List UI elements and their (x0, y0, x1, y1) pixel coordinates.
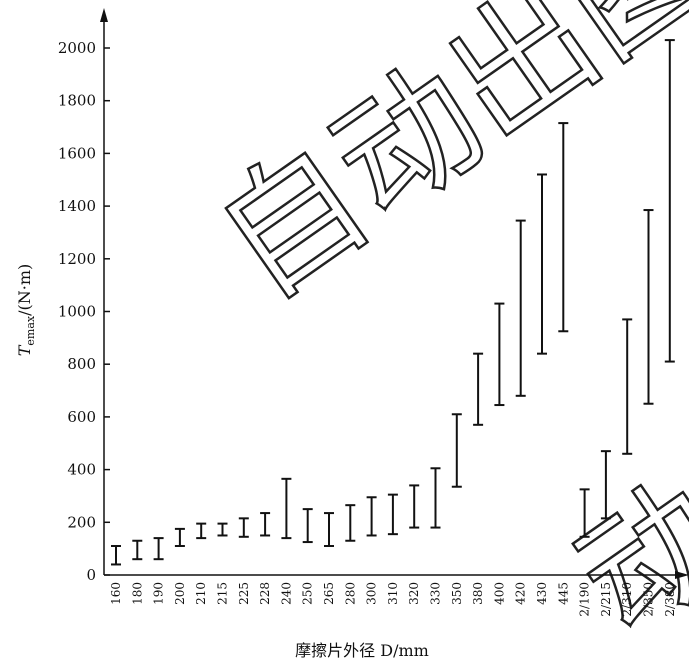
x-category-label: 380 (471, 582, 485, 605)
range-bar (579, 488, 590, 538)
y-axis-title-sub: emax (24, 315, 37, 345)
y-axis-arrow (100, 8, 108, 22)
y-tick-label: 1600 (58, 144, 96, 162)
range-bar (238, 517, 249, 538)
range-bar (622, 318, 633, 455)
x-category-label: 445 (556, 582, 570, 605)
watermark-text-main: 自动出图 (190, 0, 689, 330)
y-tick-label: 1400 (58, 197, 96, 215)
range-bar (281, 477, 292, 540)
svg-text:Temax/(N·m): Temax/(N·m) (15, 264, 37, 357)
x-category-label: 250 (301, 582, 315, 605)
x-category-label: 210 (194, 582, 208, 605)
x-category-label: 240 (279, 582, 293, 605)
range-bar (324, 512, 334, 548)
y-tick-label: 200 (67, 513, 96, 531)
y-tick-label: 2000 (58, 39, 96, 57)
x-category-label: 190 (152, 582, 166, 605)
range-bar (558, 122, 569, 333)
range-bars (111, 39, 675, 566)
range-bar (153, 537, 164, 561)
y-axis-title-main: T (15, 344, 34, 356)
range-bar (473, 352, 484, 426)
range-bar (664, 39, 675, 363)
y-tick-label: 1800 (58, 92, 96, 110)
range-bar (515, 219, 526, 397)
range-bar (387, 493, 398, 536)
range-bar (537, 173, 547, 355)
x-category-label: 200 (173, 582, 187, 605)
x-category-label: 420 (514, 582, 528, 605)
x-category-label: 160 (109, 582, 123, 605)
range-bar (494, 302, 505, 407)
range-bar (366, 496, 377, 537)
x-category-labels: 160 180 190 200 210 215 225 228 240 250 265 280 300 3… (109, 582, 677, 617)
x-category-label: 228 (258, 582, 272, 605)
x-category-label: 215 (216, 582, 230, 605)
x-category-label: 330 (429, 582, 443, 605)
x-category-label: 2/380 (663, 582, 677, 617)
x-category-label: 430 (535, 582, 549, 605)
range-bar (409, 484, 420, 529)
range-bar (196, 522, 207, 540)
y-ticks: 0 200 400 600 800 1000 1200 1400 1600 1800 2000 (58, 39, 110, 584)
range-bar (132, 539, 143, 561)
x-category-label: 265 (322, 582, 336, 605)
x-category-label: 180 (130, 582, 144, 605)
y-tick-label: 600 (67, 408, 96, 426)
y-axis-title-unit: /(N·m) (15, 264, 34, 316)
watermark-text-side: 动 (549, 452, 689, 666)
x-category-label: 2/215 (599, 582, 613, 617)
range-bar (217, 522, 228, 537)
range-bar (302, 508, 313, 544)
range-bar (643, 209, 654, 405)
y-tick-label: 0 (86, 566, 96, 584)
y-tick-label: 1200 (58, 250, 96, 268)
x-category-label: 2/190 (578, 582, 592, 617)
x-category-label: 2/310 (620, 582, 634, 617)
axes (100, 8, 689, 579)
y-tick-label: 400 (67, 461, 96, 479)
x-axis-title: 摩擦片外径 D/mm (295, 641, 429, 660)
x-axis-arrow (675, 571, 689, 579)
range-bar (345, 504, 356, 542)
x-category-label: 280 (343, 582, 357, 605)
x-category-label: 320 (407, 582, 421, 605)
watermark-layer: 自动出图 动 (188, 0, 689, 666)
x-category-label: 310 (386, 582, 400, 605)
y-axis-title: Temax/(N·m) (15, 264, 37, 357)
x-category-label: 225 (237, 582, 251, 605)
x-category-label: 400 (492, 582, 506, 605)
x-category-label: 300 (365, 582, 379, 605)
range-bar (451, 413, 462, 488)
range-bar (174, 527, 185, 548)
range-bar (111, 545, 121, 566)
range-bar (260, 512, 271, 537)
range-bar (600, 450, 611, 520)
x-category-label: 350 (450, 582, 464, 605)
y-tick-label: 1000 (58, 303, 96, 321)
y-tick-label: 800 (67, 355, 96, 373)
x-category-label: 2/350 (642, 582, 656, 617)
range-bar (430, 467, 441, 529)
